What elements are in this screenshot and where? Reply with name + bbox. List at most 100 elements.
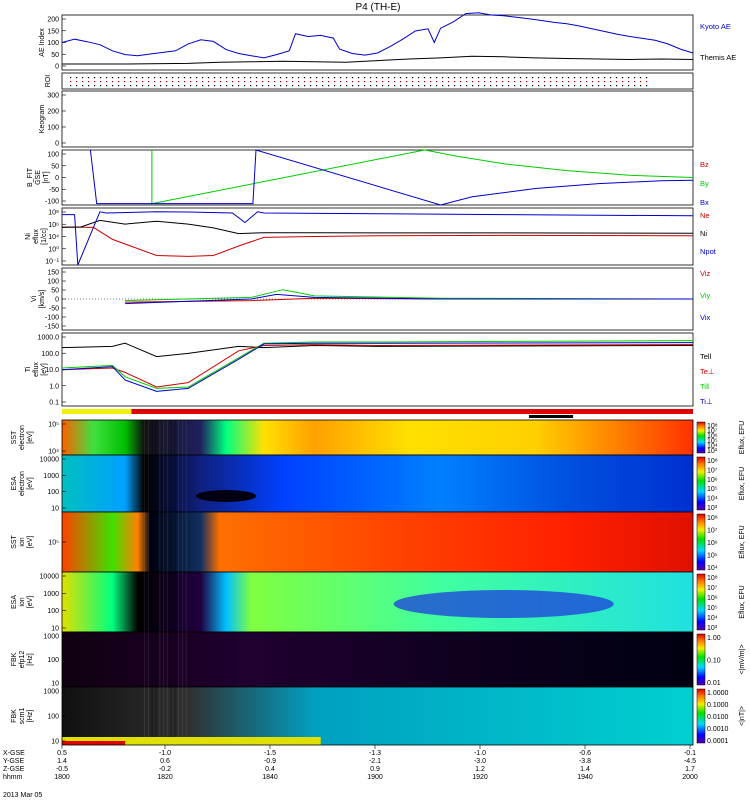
y-axis-label-line: scm1 (19, 708, 26, 725)
y-axis-label: FBK scm1 [Hz] (11, 708, 34, 725)
roi-dot (76, 77, 78, 79)
roi-dot (646, 77, 648, 79)
colorbar-tick-label: 10³ (707, 505, 718, 512)
y-axis-label: FBK efp12 [Hz] (11, 651, 34, 669)
roi-dot (484, 85, 486, 87)
roi-dot (496, 81, 498, 83)
colorbar-tick-label: 0.0010 (707, 726, 729, 733)
roi-dot (562, 85, 564, 87)
y-tick-label: 10⁴ (48, 234, 59, 241)
spectrogram-texture (178, 455, 180, 512)
x-tick-label: 1.2 (475, 766, 485, 773)
low-frequency-band (62, 737, 321, 745)
legend-entry: Ti‖ (700, 382, 709, 391)
spectrogram-texture (166, 632, 168, 687)
legend-entry: Ni (700, 229, 707, 238)
x-tick-label: 0.4 (265, 766, 275, 773)
roi-dot (208, 85, 210, 87)
roi-dot (316, 77, 318, 79)
y-tick-label: 10000 (40, 457, 60, 464)
spectrogram-texture (159, 687, 161, 745)
colorbar-tick-label: 0.0100 (707, 714, 729, 721)
y-tick-label: 10⁶ (48, 222, 59, 229)
colorbar-tick-label: 10⁶ (707, 433, 718, 440)
roi-dot (532, 85, 534, 87)
roi-dot (472, 81, 474, 83)
y-tick-label: 10 (51, 626, 59, 633)
roi-dot (262, 85, 264, 87)
roi-dot (130, 85, 132, 87)
roi-dot (346, 77, 348, 79)
spectrogram-texture (159, 572, 161, 632)
roi-dot (184, 81, 186, 83)
date-label: 2013 Mar 05 (3, 792, 42, 799)
roi-dot (298, 81, 300, 83)
spectrogram-texture (178, 572, 180, 632)
colorbar-label: Eflux, EFU (739, 467, 746, 500)
roi-dot (124, 81, 126, 83)
roi-dot (178, 81, 180, 83)
spectrogram-texture (147, 512, 150, 572)
roi-dot (340, 81, 342, 83)
colorbar-tick-label: 10⁴ (707, 496, 718, 503)
roi-dot (340, 77, 342, 79)
roi-dot (190, 85, 192, 87)
x-tick-label: 1800 (54, 774, 70, 781)
roi-dot (574, 81, 576, 83)
roi-dot (160, 81, 162, 83)
y-axis-label-line: Vi (31, 296, 38, 303)
roi-dot (166, 81, 168, 83)
roi-dot (616, 77, 618, 79)
roi-dot (232, 77, 234, 79)
spectrogram-texture (166, 455, 168, 512)
y-tick-label: 50 (51, 288, 59, 295)
esa-electron-spectrogram (62, 455, 693, 512)
spectrogram-texture (174, 572, 176, 632)
themis-ae-line (62, 55, 694, 65)
y-tick-label: 1000 (43, 634, 59, 641)
roi-dot (310, 85, 312, 87)
roi-dot (520, 85, 522, 87)
y-tick-label: -50 (49, 187, 59, 194)
roi-dot (436, 81, 438, 83)
colorbar-tick-label: 10⁷ (707, 467, 718, 474)
roi-dot (154, 85, 156, 87)
roi-dot (382, 81, 384, 83)
ti-perp-line (61, 342, 694, 392)
y-tick-label: 100 (47, 489, 59, 496)
roi-dot (406, 85, 408, 87)
roi-dot (640, 77, 642, 79)
y-tick-label: 50 (51, 52, 59, 59)
colorbar (696, 421, 706, 454)
roi-dot (154, 81, 156, 83)
roi-dot (88, 77, 90, 79)
roi-dot (364, 77, 366, 79)
roi-dot (562, 77, 564, 79)
roi-dot (556, 81, 558, 83)
roi-dot (574, 77, 576, 79)
roi-dot (478, 81, 480, 83)
y-axis-label-line: B_FIT (27, 167, 34, 187)
roi-dot (70, 77, 72, 79)
roi-dot (412, 77, 414, 79)
x-tick-label: -1.0 (474, 750, 486, 757)
roi-dot (112, 77, 114, 79)
spectrogram-texture (181, 572, 184, 632)
colorbar-tick-label: 10⁴ (707, 615, 718, 622)
x-tick-label: 1.7 (685, 766, 695, 773)
roi-dot (412, 85, 414, 87)
roi-dot (502, 77, 504, 79)
roi-dot (76, 85, 78, 87)
roi-dot (604, 77, 606, 79)
y-axis-label-line: ion (19, 597, 26, 606)
spectrogram-texture (185, 687, 187, 745)
roi-dot (358, 85, 360, 87)
colorbar-label-text: <|mV/m|> (739, 644, 746, 674)
y-axis-label-line: ESA (11, 595, 18, 609)
roi-dot (616, 85, 618, 87)
vix-line (125, 293, 693, 305)
roi-dot (460, 81, 462, 83)
roi-dot (478, 85, 480, 87)
